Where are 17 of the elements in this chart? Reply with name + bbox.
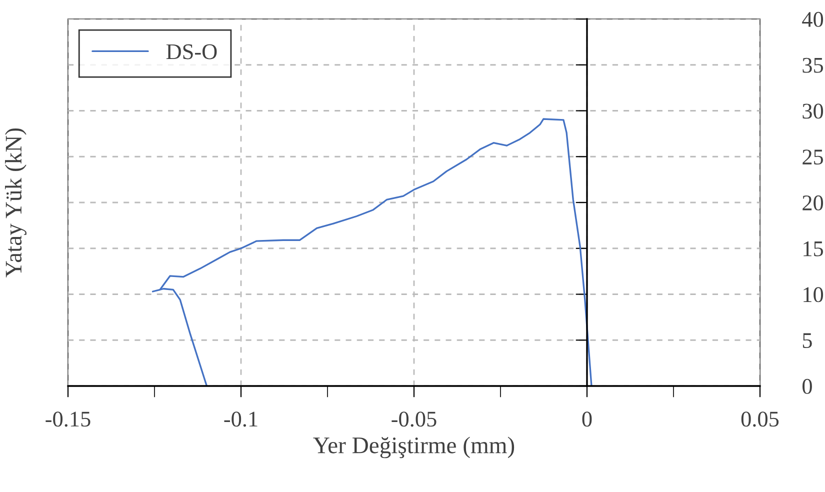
y-tick-label: 35 — [802, 58, 824, 73]
y-tick-label: 5 — [802, 333, 812, 348]
x-axis-title: Yer Değiştirme (mm) — [313, 436, 514, 458]
y-tick-label: 0 — [802, 378, 812, 394]
y-tick-label: 15 — [804, 241, 824, 256]
x-tick-label: -0.15 — [46, 412, 90, 427]
x-tick-label: -0.1 — [224, 412, 258, 427]
x-tick-label: 0.05 — [741, 412, 779, 427]
y-tick-label: 20 — [802, 195, 824, 210]
y-tick-label: 40 — [802, 12, 824, 27]
y-axis-title: Yatay Yük (kN) — [5, 128, 26, 278]
y-tick-label: 30 — [802, 104, 824, 119]
y-tick-label: 10 — [804, 287, 824, 302]
x-tick-label: 0 — [582, 412, 592, 427]
legend-label: DS-O — [166, 44, 217, 60]
y-tick-label: 25 — [802, 150, 824, 165]
x-tick-label: -0.05 — [392, 412, 436, 427]
